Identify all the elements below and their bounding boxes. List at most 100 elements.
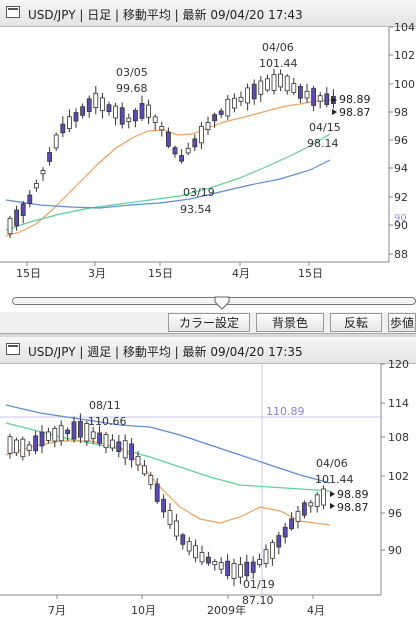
y-tick: 96 xyxy=(388,507,402,520)
background-color-button[interactable]: 背景色 xyxy=(256,313,324,332)
y-tick: 98 xyxy=(394,106,408,119)
candle-body xyxy=(90,431,96,439)
candle-body xyxy=(172,147,178,155)
daily-chart-panel: USD/JPY | 日足 | 移動平均 | 最新 09/04/20 17:43 … xyxy=(0,0,416,335)
weekly-chart-plot[interactable]: 110.89 120 114 108 102 96 90 7月 10月 2009… xyxy=(0,337,416,636)
candle-body xyxy=(73,112,79,122)
candle-body xyxy=(129,443,135,461)
candle-body xyxy=(304,90,310,99)
candle-body xyxy=(113,105,118,119)
weekly-chart-title: USD/JPY | 週足 | 移動平均 | 最新 09/04/20 17:35 xyxy=(28,345,303,359)
candle-body xyxy=(71,421,77,440)
grid-label: 90 xyxy=(394,213,407,224)
candle-body xyxy=(263,549,269,564)
candle-body xyxy=(237,564,243,578)
candle-body xyxy=(84,423,90,442)
candle-body xyxy=(324,93,330,105)
x-axis: 15日 3月 15日 4月 15日 xyxy=(16,262,323,280)
candle-body xyxy=(110,439,115,449)
candle-body xyxy=(20,438,26,458)
ma-short-line xyxy=(5,440,331,526)
annotation-mid-date: 03/05 xyxy=(116,66,148,79)
annotation-high-value: 101.44 xyxy=(259,57,298,70)
candle-body xyxy=(199,552,205,563)
daily-chart-plot[interactable]: 104 102 100 98 96 94 92 90 88 15日 3月 15日… xyxy=(0,0,416,296)
candle-body xyxy=(264,78,270,91)
candle-body xyxy=(52,427,58,442)
color-settings-button[interactable]: カラー設定 xyxy=(168,313,250,332)
candle-body xyxy=(244,561,250,577)
candle-body xyxy=(251,83,257,100)
annotation-mid-value: 99.68 xyxy=(116,82,148,95)
x-tick: 3月 xyxy=(88,267,106,280)
candle-body xyxy=(308,502,314,507)
candle-body xyxy=(284,75,290,92)
candle-body xyxy=(141,465,147,475)
candle-body xyxy=(13,439,19,454)
ask-price: 98.87 xyxy=(337,501,369,514)
y-tick: 88 xyxy=(394,248,408,261)
candle-body xyxy=(78,421,83,438)
candle-body xyxy=(67,116,72,129)
candle-body xyxy=(126,117,132,122)
annotation-low-value: 87.10 xyxy=(242,594,274,607)
y-tick: 104 xyxy=(394,21,415,34)
candle-body xyxy=(231,563,237,579)
annotation-high-date: 04/06 xyxy=(262,41,294,54)
candle-body xyxy=(60,123,66,134)
candle-body xyxy=(245,87,251,104)
bid-marker-icon xyxy=(330,491,335,497)
annotation-last-value: 101.44 xyxy=(315,473,354,486)
candle-body xyxy=(278,73,284,88)
daily-candles xyxy=(7,68,336,239)
candle-body xyxy=(179,155,185,162)
ask-marker-icon xyxy=(332,109,337,115)
candle-body xyxy=(205,556,211,564)
scroll-thumb[interactable] xyxy=(214,296,230,310)
candle-body xyxy=(167,510,173,525)
candle-body xyxy=(250,561,256,573)
candle-body xyxy=(258,80,264,95)
candle-body xyxy=(80,106,85,116)
candle-body xyxy=(152,116,158,123)
candle-body xyxy=(122,440,128,459)
candle-body xyxy=(269,542,275,559)
weekly-chart-panel: USD/JPY | 週足 | 移動平均 | 最新 09/04/20 17:35 … xyxy=(0,337,416,636)
x-tick: 4月 xyxy=(232,267,250,280)
candle-body xyxy=(40,170,46,175)
daily-chart-title: USD/JPY | 日足 | 移動平均 | 最新 09/04/20 17:43 xyxy=(28,8,303,22)
candle-body xyxy=(218,562,224,570)
candle-body xyxy=(291,83,297,93)
candle-body xyxy=(192,138,198,148)
y-axis: 120 114 108 102 96 90 xyxy=(381,358,409,557)
candle-body xyxy=(314,494,320,507)
candle-body xyxy=(297,86,303,99)
bid-price: 98.89 xyxy=(339,93,371,106)
y-tick: 90 xyxy=(388,544,402,557)
candle-body xyxy=(65,429,70,434)
chart-window-icon[interactable] xyxy=(6,6,20,18)
candle-body xyxy=(34,183,39,189)
candle-body xyxy=(186,541,192,552)
candle-body xyxy=(106,104,112,112)
candle-body xyxy=(198,126,204,144)
weekly-chart-titlebar: USD/JPY | 週足 | 移動平均 | 最新 09/04/20 17:35 xyxy=(0,337,416,364)
invert-button[interactable]: 反転 xyxy=(330,313,382,332)
candle-body xyxy=(161,498,167,513)
candle-body xyxy=(159,126,165,131)
annotation-low-date: 01/19 xyxy=(243,578,275,591)
candle-body xyxy=(58,425,64,442)
candle-body xyxy=(86,98,92,112)
candle-body xyxy=(180,534,186,545)
candle-body xyxy=(93,92,99,108)
y-tick: 102 xyxy=(394,49,415,62)
candle-body xyxy=(146,104,152,118)
candle-body xyxy=(257,559,263,566)
candle-body xyxy=(148,474,154,485)
candle-body xyxy=(282,526,288,538)
chart-window-icon[interactable] xyxy=(6,343,20,355)
step-button[interactable]: 歩値 xyxy=(388,313,416,332)
x-tick: 4月 xyxy=(307,604,325,617)
crosshair-value: 110.89 xyxy=(266,405,305,418)
candle-body xyxy=(165,131,171,147)
